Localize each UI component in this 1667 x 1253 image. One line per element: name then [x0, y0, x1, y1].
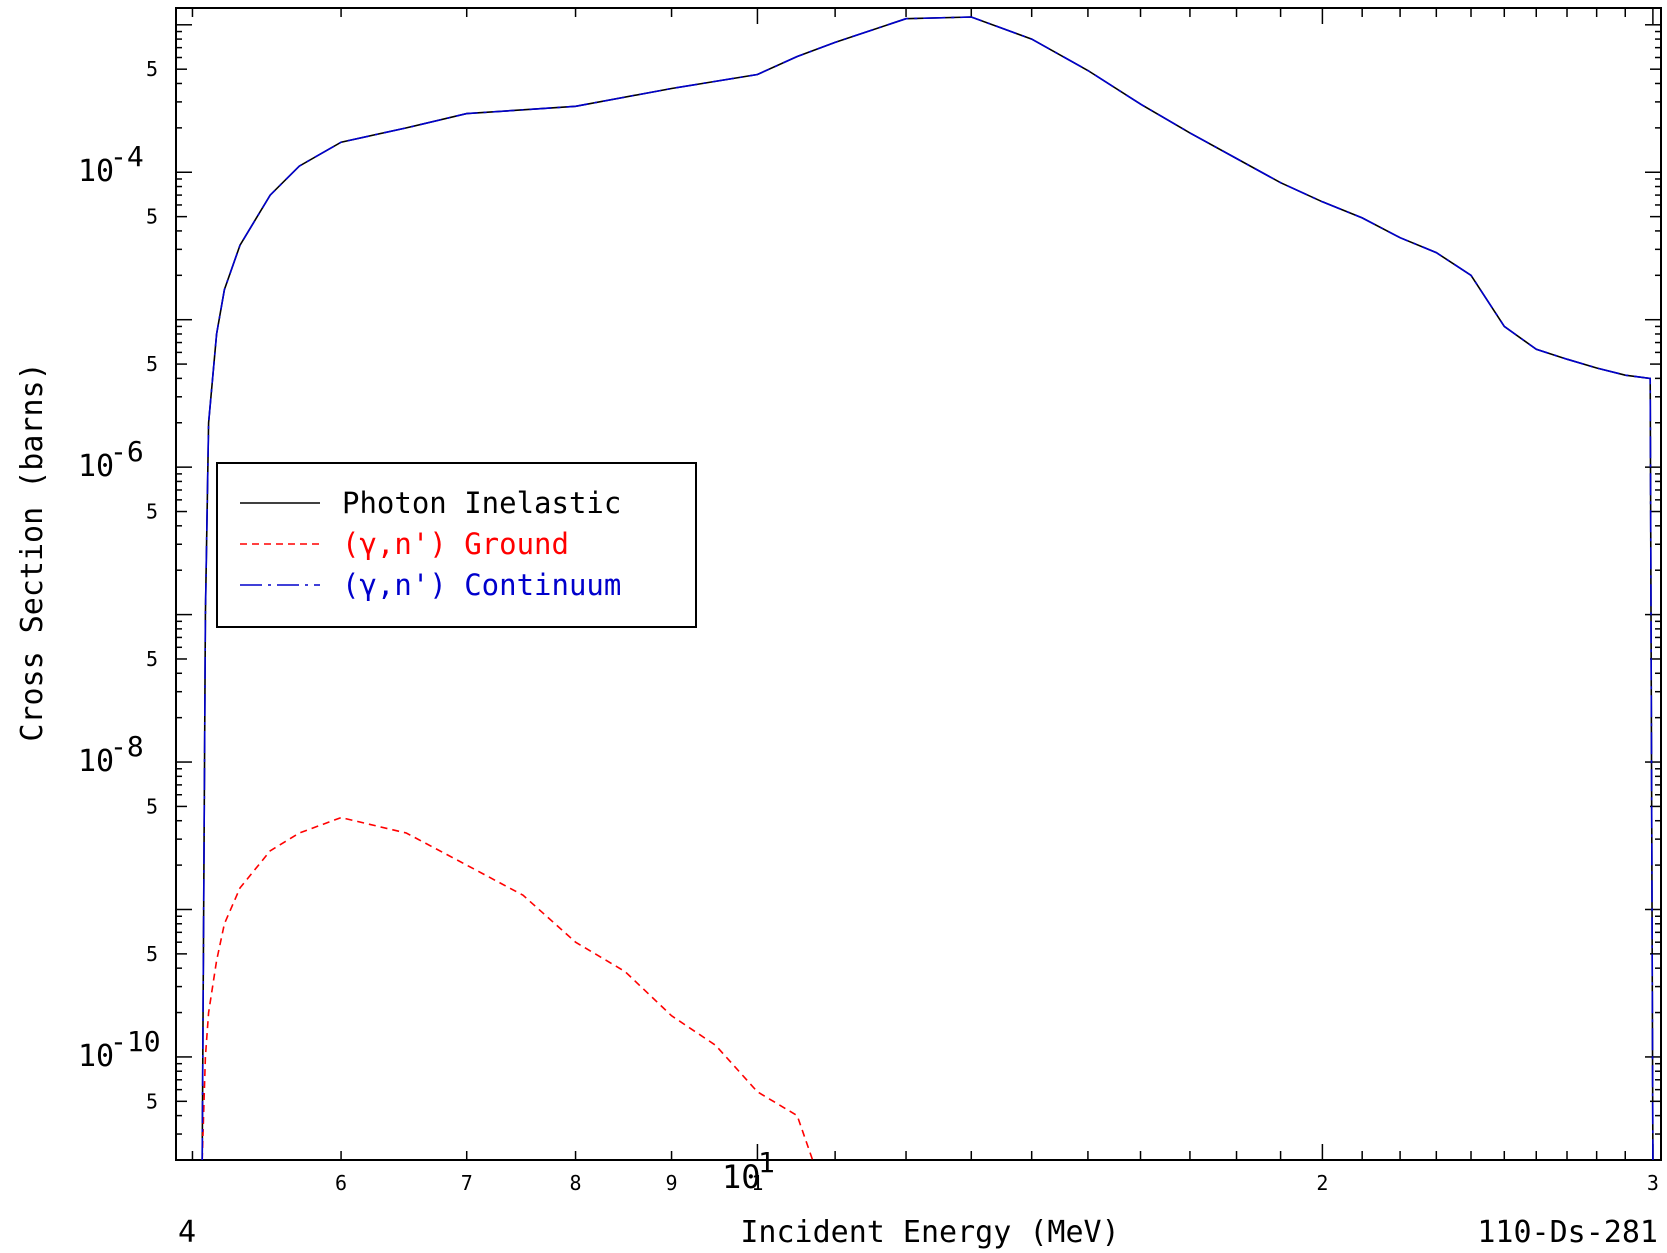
y-decade-label-exponent: -6: [110, 435, 144, 468]
x-decade-base: 10: [722, 1158, 761, 1196]
y-tick-label: 5: [146, 205, 158, 229]
axis-ticks: [176, 8, 1661, 1161]
footer-left-label: 4: [178, 1215, 196, 1250]
y-decade-label-exponent: -4: [110, 140, 144, 173]
x-decade-label: 10 1: [722, 1146, 775, 1196]
y-tick-label: 5: [146, 352, 158, 376]
x-tick-label: 3: [1647, 1171, 1659, 1195]
footer-right-label: 110-Ds-281: [1477, 1215, 1658, 1250]
x-tick-label: 8: [570, 1171, 582, 1195]
y-decade-label-base: 10: [78, 154, 114, 189]
y-tick-label: 5: [146, 794, 158, 818]
legend-label: (γ,n') Continuum: [342, 568, 621, 602]
y-axis-title: Cross Section (barns): [15, 362, 50, 741]
legend-label: (γ,n') Ground: [342, 527, 569, 561]
y-decade-label-exponent: -10: [110, 1025, 161, 1058]
y-decade-label-base: 10: [78, 744, 114, 779]
x-tick-label: 6: [335, 1171, 347, 1195]
y-tick-label: 5: [146, 500, 158, 524]
legend-label: Photon Inelastic: [342, 486, 621, 520]
x-decade-exponent: 1: [758, 1146, 775, 1179]
y-decade-label-exponent: -8: [110, 730, 144, 763]
legend-box: [216, 462, 697, 628]
x-tick-label: 7: [461, 1171, 473, 1195]
x-tick-label: 2: [1316, 1171, 1328, 1195]
x-axis-title: Incident Energy (MeV): [740, 1215, 1119, 1250]
x-tick-label: 1: [751, 1171, 763, 1195]
plot-frame: [175, 7, 1662, 1161]
series-line-1: [201, 816, 814, 1160]
y-decade-label-base: 10: [78, 1039, 114, 1074]
series-line-2: [201, 16, 1654, 1160]
x-tick-label: 9: [666, 1171, 678, 1195]
y-tick-label: 5: [146, 647, 158, 671]
series-layer: [201, 16, 1654, 1160]
y-tick-label: 5: [146, 942, 158, 966]
x-tick-labels: 6 7 8 9 1 2 3: [335, 1171, 1659, 1195]
legend: Photon Inelastic (γ,n') Ground (γ,n') Cont…: [216, 462, 697, 628]
y-tick-label: 5: [146, 57, 158, 81]
y-tick-label: 5: [146, 1089, 158, 1113]
y-decade-label-base: 10: [78, 449, 114, 484]
